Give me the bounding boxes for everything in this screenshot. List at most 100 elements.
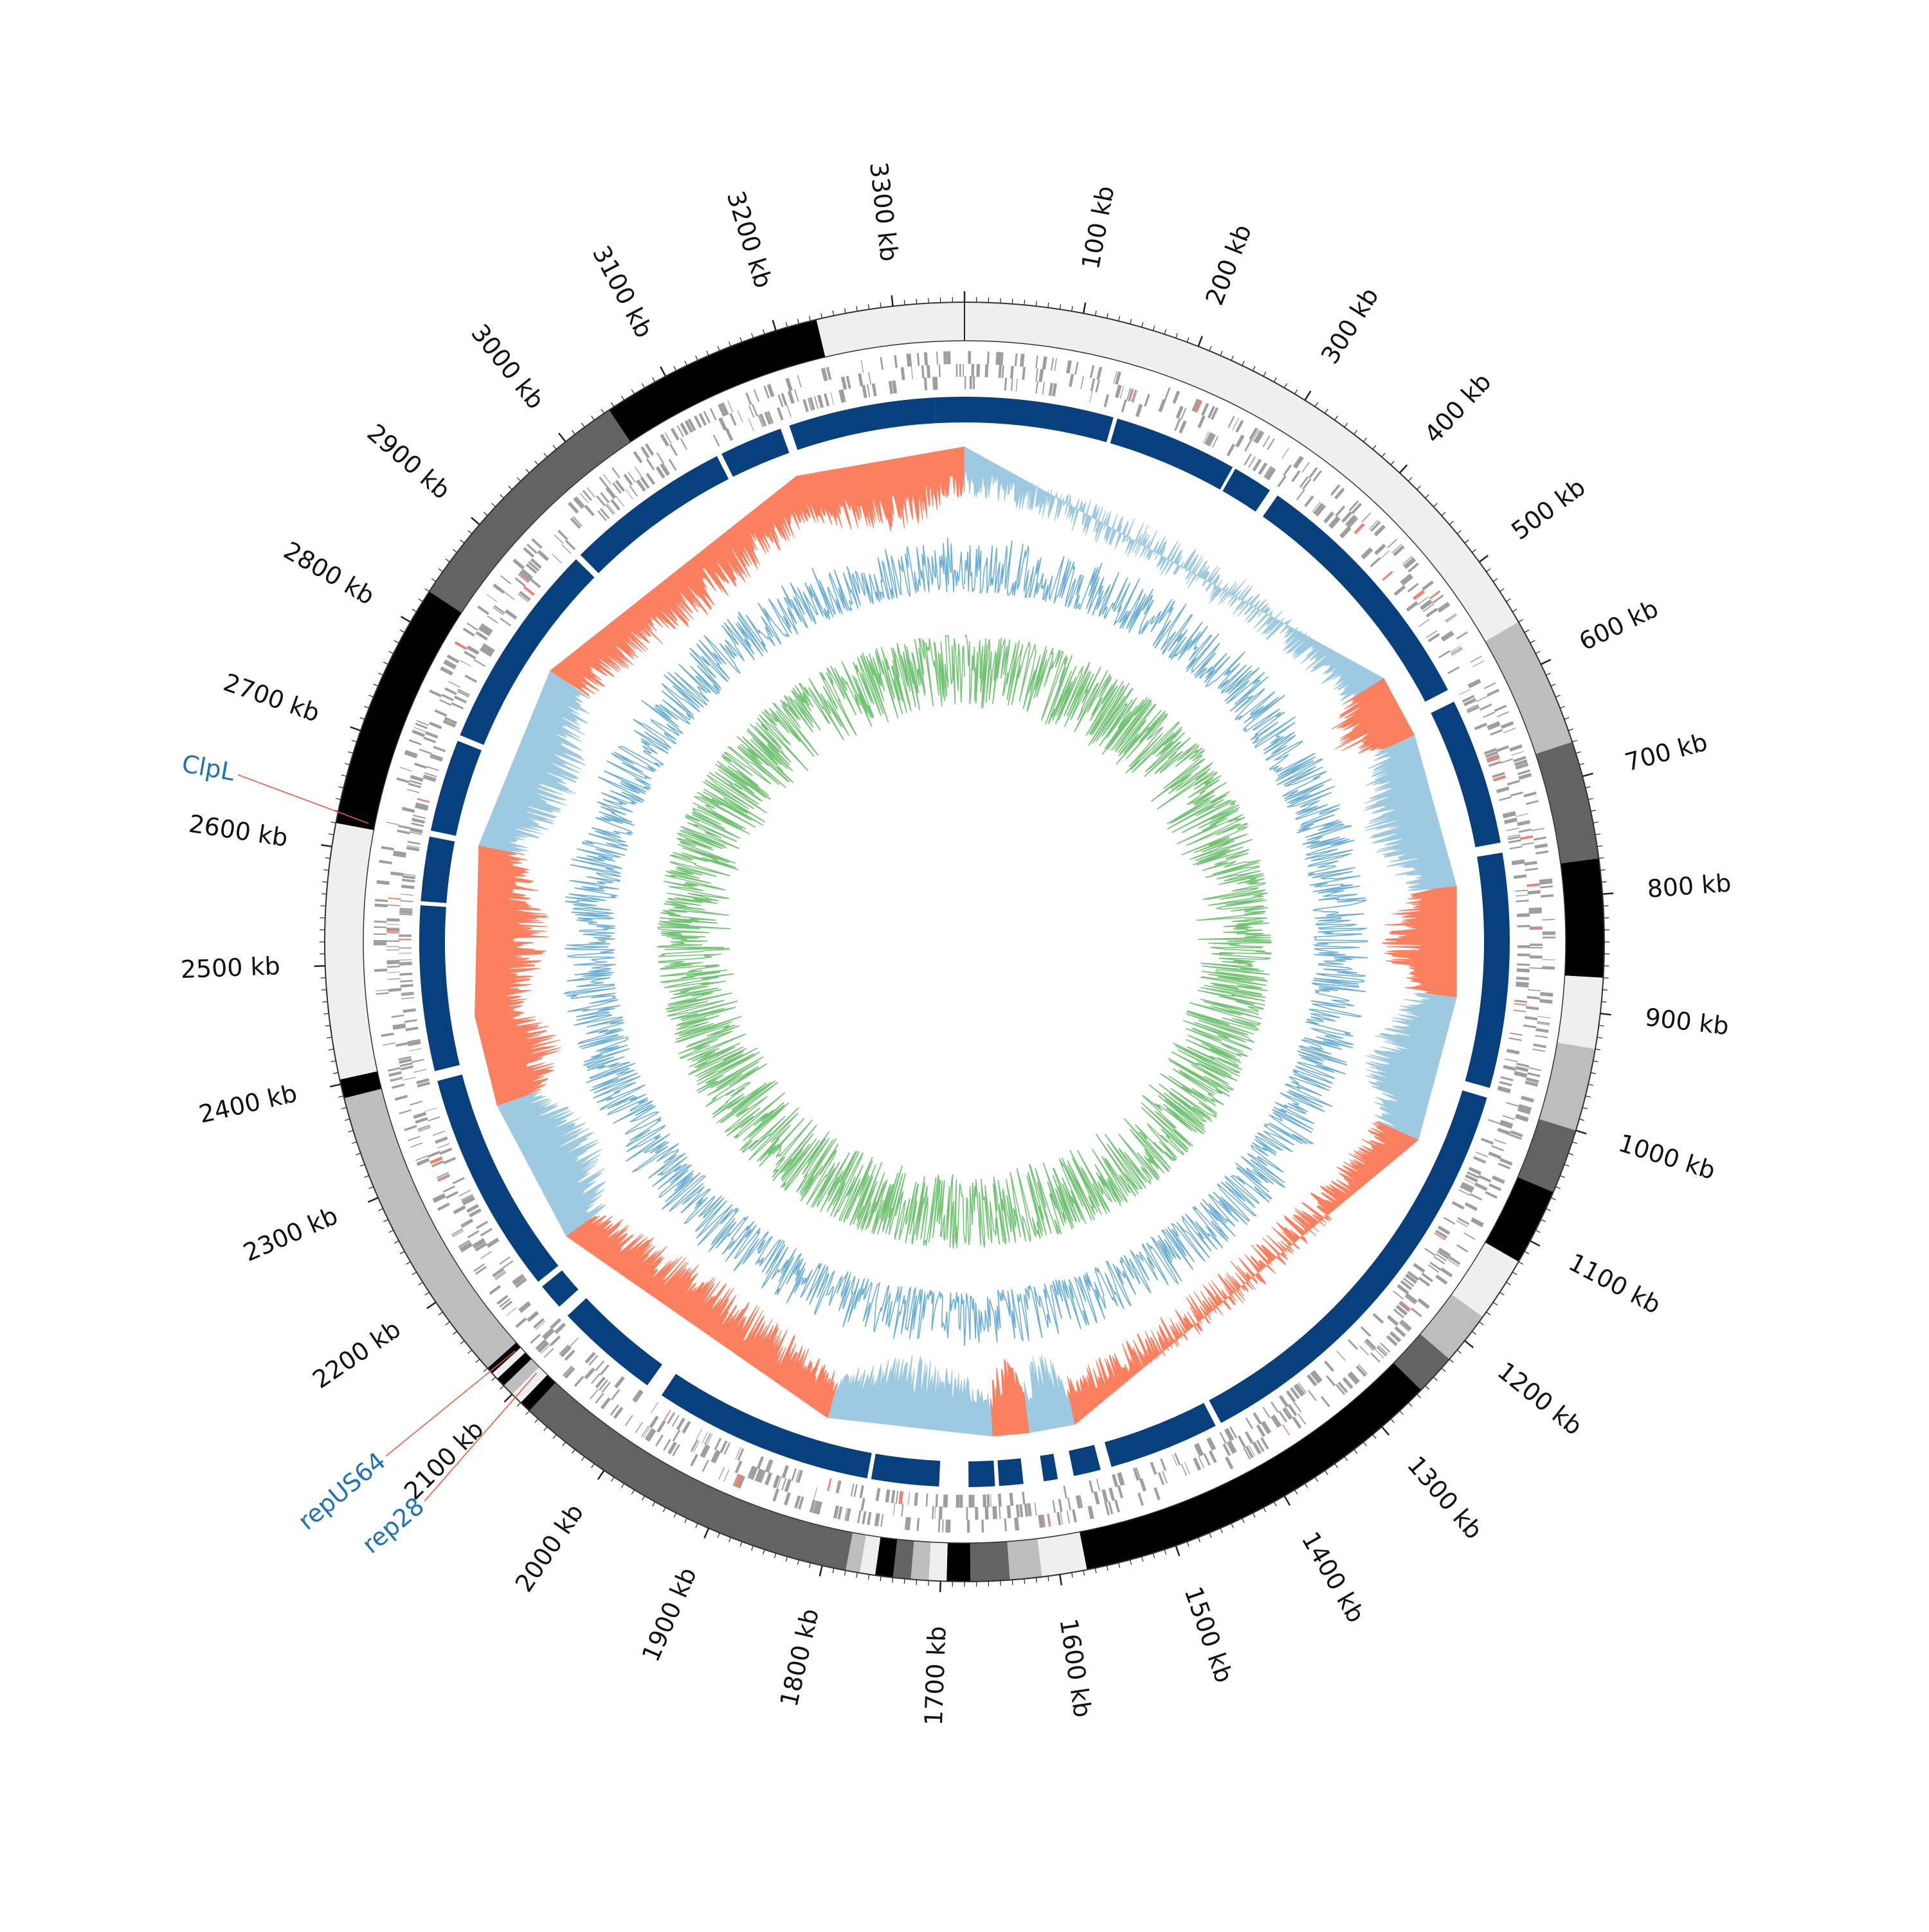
minor-tick (1426, 494, 1429, 498)
gene-feature (916, 1518, 919, 1531)
gene-feature (435, 1137, 448, 1144)
gene-feature (1509, 1037, 1522, 1041)
minor-tick (1305, 1483, 1307, 1488)
gene-feature (898, 1491, 903, 1504)
gene-feature (1508, 839, 1521, 844)
gene-feature (1472, 660, 1484, 667)
gene-feature (1197, 415, 1205, 428)
gene-feature (460, 660, 471, 667)
gene-feature (1497, 711, 1509, 717)
gene-feature (943, 1494, 946, 1507)
minor-tick (752, 1546, 754, 1551)
gene-feature (1478, 1175, 1491, 1182)
minor-tick (1541, 1220, 1545, 1222)
gene-feature (1245, 1431, 1254, 1443)
alignment-block (419, 905, 460, 1071)
gene-feature (772, 1488, 779, 1501)
gene-feature (680, 438, 688, 449)
major-tick (401, 617, 411, 622)
gene-feature (401, 885, 414, 889)
gene-feature (964, 376, 966, 389)
gene-feature (714, 1438, 722, 1450)
gene-feature (595, 1360, 604, 1371)
gene-feature (981, 1520, 984, 1533)
minor-tick (1417, 486, 1421, 490)
tick-label: 1100 kb (1564, 1248, 1665, 1319)
major-tick (1305, 391, 1310, 400)
alignment-block (431, 741, 482, 836)
gene-feature (936, 352, 938, 365)
minor-tick (572, 430, 575, 434)
karyotype-segment (946, 1543, 970, 1582)
gene-feature (1103, 394, 1109, 407)
karyotype-segment (817, 302, 964, 357)
gene-feature (1324, 1360, 1334, 1372)
gene-feature (465, 674, 477, 683)
gene-feature (924, 352, 928, 365)
minor-tick (611, 1477, 614, 1481)
minor-tick (1295, 390, 1298, 394)
alignment-block (1465, 853, 1510, 1088)
minor-tick (439, 569, 443, 572)
gene-feature (458, 1190, 471, 1196)
gene-feature (412, 1059, 424, 1063)
alignment-block (421, 836, 455, 903)
gene-feature (1144, 394, 1150, 407)
gene-feature (1501, 759, 1514, 764)
minor-tick (833, 1568, 834, 1573)
minor-tick (500, 494, 504, 498)
gene-feature (1035, 1503, 1037, 1515)
minor-tick (774, 1553, 775, 1558)
gene-feature (966, 1507, 968, 1520)
gene-feature (439, 1148, 452, 1155)
minor-tick (364, 707, 368, 709)
gene-feature (710, 408, 717, 420)
gene-feature (939, 1506, 943, 1519)
gene-feature (1510, 846, 1523, 850)
gene-feature (959, 364, 961, 377)
minor-tick (341, 1108, 347, 1109)
minor-tick (685, 1518, 687, 1522)
gene-feature (515, 1317, 527, 1328)
minor-tick (476, 1359, 480, 1362)
gene-feature (1067, 1497, 1071, 1510)
gene-feature (1523, 1024, 1536, 1028)
minor-tick (352, 1142, 357, 1144)
gene-feature (1543, 959, 1555, 961)
gene-feature (463, 627, 475, 636)
gene-feature (676, 1418, 685, 1430)
tick-label: 600 kb (1575, 594, 1663, 656)
minor-tick (460, 540, 464, 543)
gene-feature (1227, 416, 1235, 428)
minor-tick (631, 390, 634, 394)
minor-tick (1130, 319, 1132, 324)
minor-tick (1345, 1457, 1348, 1461)
minor-tick (356, 1153, 361, 1155)
gene-feature (530, 578, 541, 588)
alignment-block (721, 429, 789, 477)
minor-tick (1535, 651, 1540, 654)
minor-tick (674, 366, 676, 371)
gene-feature (1527, 996, 1540, 1000)
gene-feature (1456, 1244, 1468, 1252)
gene-feature (1203, 1453, 1210, 1465)
gene-feature (956, 364, 958, 377)
gene-feature (1022, 367, 1026, 380)
gene-feature (1095, 379, 1100, 392)
minor-tick (1325, 409, 1328, 413)
gene-feature (1506, 1102, 1519, 1107)
gene-feature (673, 1429, 681, 1441)
minor-tick (1107, 1566, 1108, 1571)
gene-feature (374, 969, 387, 972)
gene-feature (880, 1514, 883, 1527)
gene-feature (1304, 495, 1314, 507)
gene-feature (379, 860, 392, 865)
minor-tick (509, 486, 512, 490)
tick-label: 900 kb (1644, 1003, 1730, 1040)
minor-tick (880, 303, 881, 308)
gene-feature (1517, 968, 1530, 972)
gene-feature (967, 1520, 970, 1533)
gene-feature (1296, 489, 1305, 500)
tick-label: 3300 kb (864, 161, 903, 263)
gene-feature (894, 355, 898, 368)
